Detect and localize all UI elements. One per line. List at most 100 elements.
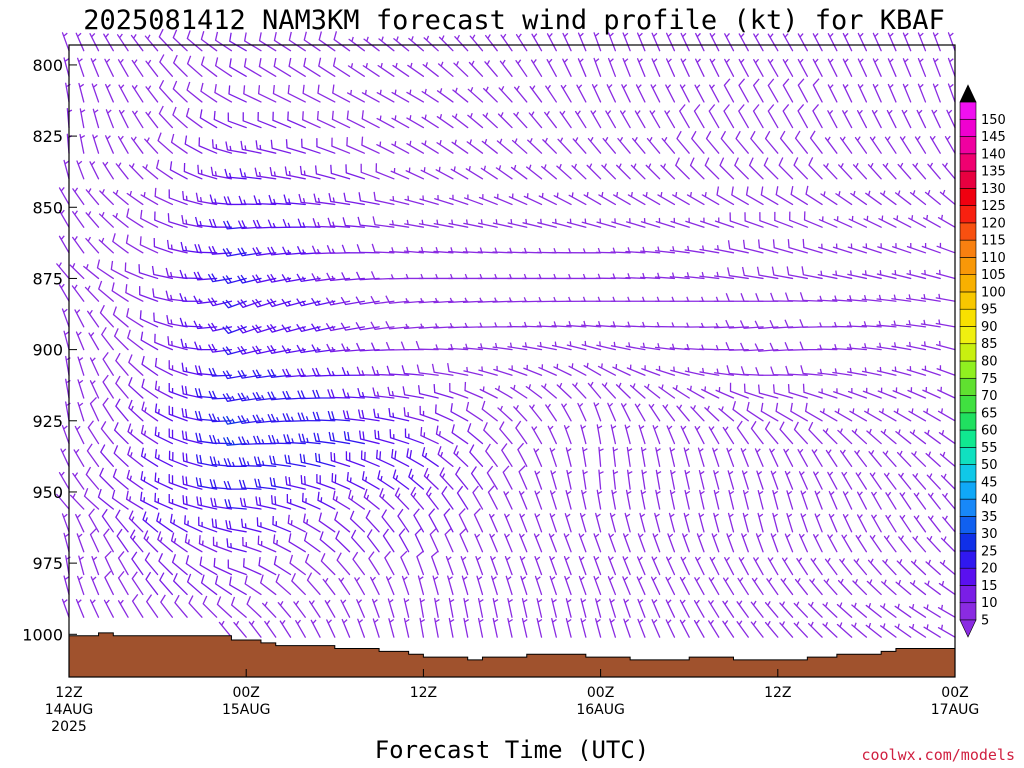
wind-barb xyxy=(817,270,838,280)
wind-barb xyxy=(750,600,764,618)
wind-barb xyxy=(312,411,336,422)
wind-barb xyxy=(253,456,277,467)
wind-barb xyxy=(504,556,513,576)
wind-barb xyxy=(937,408,956,422)
wind-barb xyxy=(637,618,646,638)
wind-barb xyxy=(326,272,351,282)
wind-barb xyxy=(477,597,484,618)
wind-barb xyxy=(547,425,557,445)
wind-barb xyxy=(767,33,779,52)
wind-barb xyxy=(239,497,262,510)
wind-barb xyxy=(229,58,247,77)
wind-barb xyxy=(433,383,454,399)
wind-barb xyxy=(492,617,499,638)
wind-barb xyxy=(912,472,927,490)
wind-barb xyxy=(789,211,808,228)
wind-barb xyxy=(713,489,720,510)
wind-barb xyxy=(738,78,749,103)
wind-barb xyxy=(800,365,823,376)
wind-barb xyxy=(298,433,321,445)
wind-barb xyxy=(477,343,498,351)
wind-barb xyxy=(88,508,100,533)
wind-barb xyxy=(342,388,365,399)
wind-barb xyxy=(131,571,144,596)
wind-barb xyxy=(58,209,70,228)
wind-barb xyxy=(891,320,912,328)
wind-barb xyxy=(372,618,380,638)
wind-barb xyxy=(828,513,838,533)
wind-barb xyxy=(154,211,174,228)
wind-barb xyxy=(273,555,292,576)
wind-barb xyxy=(564,513,572,533)
wind-barb xyxy=(168,189,188,206)
wind-barb xyxy=(640,446,647,467)
wind-barb xyxy=(899,491,912,510)
colorbar-swatch xyxy=(959,343,977,362)
wind-barb xyxy=(813,534,823,553)
wind-barb xyxy=(346,110,365,129)
wind-barb xyxy=(818,388,838,399)
wind-barb xyxy=(895,579,912,596)
wind-barb xyxy=(448,597,455,618)
wind-barb xyxy=(313,193,336,206)
colorbar-swatch xyxy=(959,170,977,189)
wind-barb xyxy=(239,168,262,180)
wind-barb xyxy=(484,60,498,77)
colorbar-swatch xyxy=(959,205,977,224)
wind-barb xyxy=(139,310,159,328)
wind-barb xyxy=(101,326,114,351)
wind-barb xyxy=(433,344,454,351)
wind-barb xyxy=(625,489,632,510)
credit-link[interactable]: coolwx.com/models xyxy=(861,746,1015,764)
wind-barb xyxy=(750,620,764,638)
wind-barb xyxy=(713,322,735,329)
wind-barb xyxy=(553,363,572,376)
wind-barb xyxy=(624,424,631,445)
colorbar-label: 85 xyxy=(981,337,998,352)
wind-barb xyxy=(56,262,70,280)
wind-barb xyxy=(403,598,410,618)
wind-barb xyxy=(648,403,661,422)
wind-barb xyxy=(63,57,70,77)
wind-barb xyxy=(784,470,794,490)
wind-barb xyxy=(391,141,410,154)
wind-barb xyxy=(448,297,469,304)
wind-barb xyxy=(115,375,129,399)
wind-barb xyxy=(617,136,631,154)
wind-barb xyxy=(376,115,395,129)
wind-barb xyxy=(462,297,484,303)
colorbar-swatch xyxy=(959,291,977,310)
wind-barb xyxy=(782,58,794,77)
wind-barb xyxy=(634,110,646,129)
wind-barb xyxy=(153,238,174,254)
wind-barb xyxy=(723,104,735,129)
wind-barb xyxy=(218,620,233,638)
wind-barb xyxy=(607,57,617,77)
wind-barb xyxy=(794,130,808,154)
wind-barb xyxy=(534,556,543,576)
wind-barb xyxy=(296,298,321,307)
wind-barb xyxy=(797,78,808,103)
wind-barb xyxy=(423,467,439,490)
wind-barb xyxy=(463,219,484,228)
wind-barb xyxy=(582,469,588,490)
wind-barb xyxy=(854,136,868,154)
wind-barb xyxy=(629,383,646,399)
wind-barb xyxy=(268,434,292,445)
wind-barb xyxy=(312,218,336,228)
wind-barb xyxy=(102,397,114,422)
wind-barb xyxy=(358,192,380,206)
wind-barb xyxy=(593,402,602,422)
wind-barb xyxy=(328,431,351,445)
wind-barb xyxy=(361,110,380,129)
wind-barb xyxy=(127,446,144,467)
wind-barb xyxy=(269,477,292,490)
wind-barb xyxy=(58,471,70,490)
wind-barb xyxy=(435,425,454,445)
wind-barb xyxy=(882,162,897,180)
wind-barb xyxy=(609,618,617,638)
wind-barb xyxy=(117,599,129,618)
x-tick-label: 00Z xyxy=(232,685,259,701)
wind-barb xyxy=(153,312,174,328)
wind-barb xyxy=(812,33,823,52)
